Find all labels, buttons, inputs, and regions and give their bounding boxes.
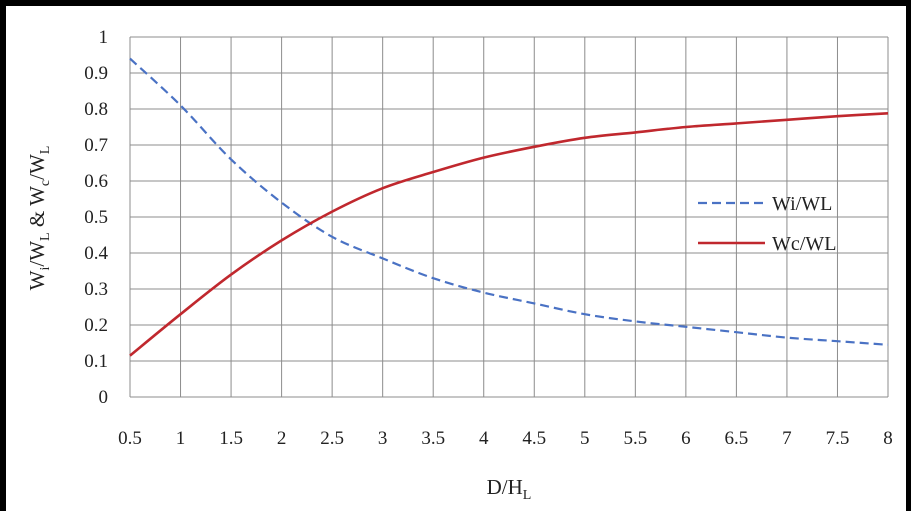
y-tick-label: 0.2 [84,315,108,336]
series-lines [129,57,889,357]
x-axis-label: D/HL [487,475,532,503]
y-tick-labels: 0 0.1 0.2 0.3 0.4 0.5 0.6 0.7 0.8 0.9 1 [84,27,108,408]
x-tick-label: 3.5 [421,428,445,449]
y-tick-label: 0.7 [84,135,108,156]
y-tick-label: 1 [99,27,109,48]
x-tick-label: 5.5 [623,428,647,449]
x-tick-label: 7 [782,428,792,449]
y-tick-label: 0.3 [84,279,108,300]
y-tick-label: 0.8 [84,99,108,120]
x-tick-labels: 0.5 1 1.5 2 2.5 3 3.5 4 4.5 5 5.5 6 6.5 7 7.5 8 [118,428,893,449]
x-tick-label: 4 [479,428,489,449]
x-tick-label: 2 [277,428,287,449]
legend: Wi/WL Wc/WL [698,193,836,255]
legend-label: Wi/WL [772,193,832,215]
x-tick-label: 6.5 [725,428,749,449]
x-tick-label: 2.5 [320,428,344,449]
x-tick-label: 7.5 [826,428,850,449]
x-tick-label: 5 [580,428,590,449]
series-line-wc-wl [129,112,889,357]
x-tick-label: 1.5 [219,428,243,449]
x-tick-label: 4.5 [522,428,546,449]
legend-label: Wc/WL [772,233,836,255]
x-tick-label: 0.5 [118,428,142,449]
y-tick-label: 0.1 [84,351,108,372]
y-axis-label: Wi/WL & Wc/WL [25,146,53,291]
series-line-wi-wl [129,57,889,346]
y-tick-label: 0.5 [84,207,108,228]
x-tick-label: 8 [883,428,893,449]
y-tick-label: 0 [99,387,109,408]
y-tick-label: 0.6 [84,171,108,192]
x-tick-label: 1 [176,428,186,449]
y-tick-label: 0.9 [84,63,108,84]
x-tick-label: 3 [378,428,388,449]
y-tick-label: 0.4 [84,243,108,264]
x-tick-label: 6 [681,428,691,449]
grid-lines [129,36,889,398]
